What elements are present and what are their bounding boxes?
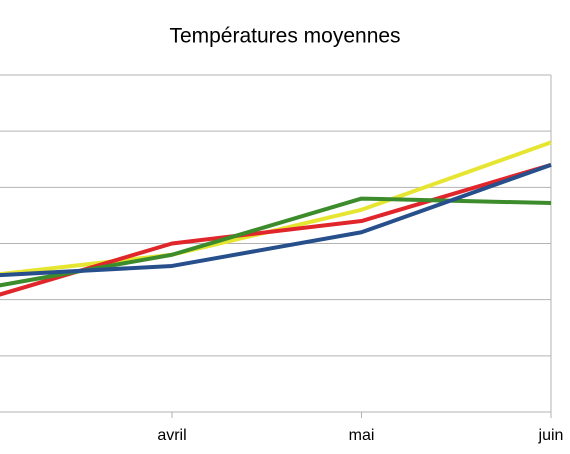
line-series [0,162,552,297]
line-series [0,140,552,277]
line-series [0,162,552,278]
x-tick-label: juin [538,427,564,444]
x-tick-label: avril [157,427,186,444]
chart-title: Températures moyennes [169,25,400,48]
x-tick-label: mai [349,427,375,444]
